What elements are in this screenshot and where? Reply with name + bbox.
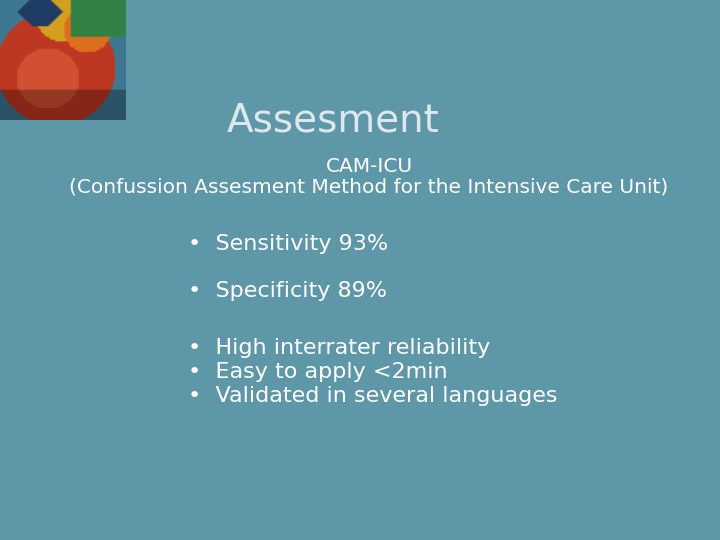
Text: •  Specificity 89%: • Specificity 89% [188, 281, 387, 301]
Text: CAM-ICU: CAM-ICU [325, 157, 413, 176]
Text: Assesment: Assesment [227, 102, 439, 140]
Text: •  Easy to apply <2min: • Easy to apply <2min [188, 362, 447, 382]
Text: •  Validated in several languages: • Validated in several languages [188, 386, 557, 406]
Text: •  Sensitivity 93%: • Sensitivity 93% [188, 234, 388, 254]
Text: (Confussion Assesment Method for the Intensive Care Unit): (Confussion Assesment Method for the Int… [69, 178, 669, 197]
Text: •  High interrater reliability: • High interrater reliability [188, 338, 490, 357]
